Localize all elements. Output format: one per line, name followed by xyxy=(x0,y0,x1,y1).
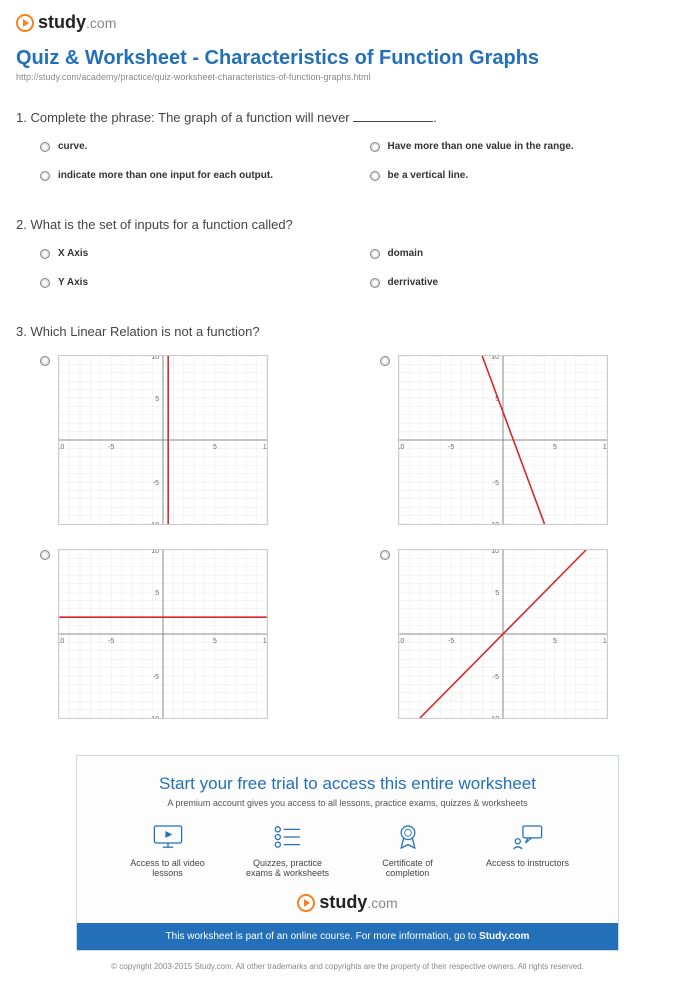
feature-quizzes: Quizzes, practice exams & worksheets xyxy=(243,824,333,878)
radio-icon xyxy=(370,171,380,181)
cta-subtitle: A premium account gives you access to al… xyxy=(97,798,598,808)
q3-option-b[interactable]: -10-10-5-5551010 xyxy=(380,355,680,525)
cta-panel: Start your free trial to access this ent… xyxy=(76,755,619,951)
radio-icon xyxy=(370,278,380,288)
q3-option-c[interactable]: -10 -10 -5 -5 5 5 10 10 xyxy=(40,549,340,719)
svg-text:-5: -5 xyxy=(448,638,454,645)
q3-option-d[interactable]: -10 -10 -5 -5 5 5 10 10 xyxy=(380,549,680,719)
radio-icon xyxy=(380,550,390,560)
svg-text:-10: -10 xyxy=(149,716,159,718)
q2-option-b[interactable]: domain xyxy=(370,248,680,259)
question-3-text: 3. Which Linear Relation is not a functi… xyxy=(16,324,679,339)
q2-option-c[interactable]: Y Axis xyxy=(40,277,350,288)
question-3: 3. Which Linear Relation is not a functi… xyxy=(16,324,679,719)
svg-text:-10: -10 xyxy=(489,716,499,718)
svg-text:-10: -10 xyxy=(399,638,404,645)
svg-text:-10: -10 xyxy=(399,444,404,451)
monitor-icon xyxy=(151,824,185,850)
svg-text:5: 5 xyxy=(155,590,159,597)
graph-a: -10 -10 -5 -5 5 5 10 10 xyxy=(58,355,268,525)
question-2: 2. What is the set of inputs for a funct… xyxy=(16,217,679,288)
svg-text:-5: -5 xyxy=(108,444,114,451)
graph-d: -10 -10 -5 -5 5 5 10 10 xyxy=(398,549,608,719)
graph-c: -10 -10 -5 -5 5 5 10 10 xyxy=(58,549,268,719)
radio-icon xyxy=(40,171,50,181)
svg-text:10: 10 xyxy=(491,356,499,361)
source-url: http://study.com/academy/practice/quiz-w… xyxy=(16,72,679,82)
svg-text:10: 10 xyxy=(151,550,159,555)
svg-text:5: 5 xyxy=(552,444,556,451)
brand-text: study.com xyxy=(38,12,116,33)
radio-icon xyxy=(370,142,380,152)
svg-text:-5: -5 xyxy=(492,480,498,487)
radio-icon xyxy=(40,550,50,560)
question-2-text: 2. What is the set of inputs for a funct… xyxy=(16,217,679,232)
svg-text:-5: -5 xyxy=(448,444,454,451)
svg-text:5: 5 xyxy=(552,638,556,645)
list-check-icon xyxy=(271,824,305,850)
radio-icon xyxy=(40,356,50,366)
svg-text:-5: -5 xyxy=(492,674,498,681)
chat-person-icon xyxy=(511,824,545,850)
q1-option-b[interactable]: Have more than one value in the range. xyxy=(370,141,680,152)
q2-option-a[interactable]: X Axis xyxy=(40,248,350,259)
radio-icon xyxy=(40,142,50,152)
question-1-text: 1. Complete the phrase: The graph of a f… xyxy=(16,110,679,125)
svg-text:-10: -10 xyxy=(59,638,64,645)
svg-text:10: 10 xyxy=(263,444,267,451)
q1-option-d[interactable]: be a vertical line. xyxy=(370,170,680,181)
brand-logo: study.com xyxy=(16,12,679,33)
radio-icon xyxy=(40,278,50,288)
svg-text:-5: -5 xyxy=(153,674,159,681)
svg-text:-10: -10 xyxy=(149,522,159,524)
feature-certificate: Certificate of completion xyxy=(363,824,453,878)
q2-option-d[interactable]: derrivative xyxy=(370,277,680,288)
svg-text:10: 10 xyxy=(602,444,606,451)
svg-text:5: 5 xyxy=(213,638,217,645)
svg-text:5: 5 xyxy=(213,444,217,451)
svg-text:-5: -5 xyxy=(108,638,114,645)
page-title: Quiz & Worksheet - Characteristics of Fu… xyxy=(16,47,679,70)
ribbon-icon xyxy=(391,824,425,850)
radio-icon xyxy=(40,249,50,259)
cta-title: Start your free trial to access this ent… xyxy=(97,774,598,794)
radio-icon xyxy=(380,356,390,366)
svg-text:10: 10 xyxy=(602,638,606,645)
svg-text:10: 10 xyxy=(491,550,499,555)
radio-icon xyxy=(370,249,380,259)
cta-bar: This worksheet is part of an online cour… xyxy=(77,923,618,950)
copyright: © copyright 2003-2015 Study.com. All oth… xyxy=(16,961,679,972)
question-1: 1. Complete the phrase: The graph of a f… xyxy=(16,110,679,181)
q3-option-a[interactable]: -10 -10 -5 -5 5 5 10 10 xyxy=(40,355,340,525)
play-icon xyxy=(16,14,34,32)
svg-text:-10: -10 xyxy=(489,522,499,524)
svg-text:5: 5 xyxy=(495,590,499,597)
svg-text:10: 10 xyxy=(151,356,159,361)
feature-instructors: Access to instructors xyxy=(483,824,573,878)
feature-video: Access to all video lessons xyxy=(123,824,213,878)
play-icon xyxy=(297,894,315,912)
svg-text:-5: -5 xyxy=(153,480,159,487)
svg-text:5: 5 xyxy=(155,396,159,403)
cta-link[interactable]: Study.com xyxy=(479,931,529,942)
svg-text:10: 10 xyxy=(263,638,267,645)
cta-brand-logo: study.com xyxy=(97,892,598,913)
svg-text:-10: -10 xyxy=(59,444,64,451)
q1-option-c[interactable]: indicate more than one input for each ou… xyxy=(40,170,350,181)
q1-option-a[interactable]: curve. xyxy=(40,141,350,152)
graph-b: -10-10-5-5551010 xyxy=(398,355,608,525)
